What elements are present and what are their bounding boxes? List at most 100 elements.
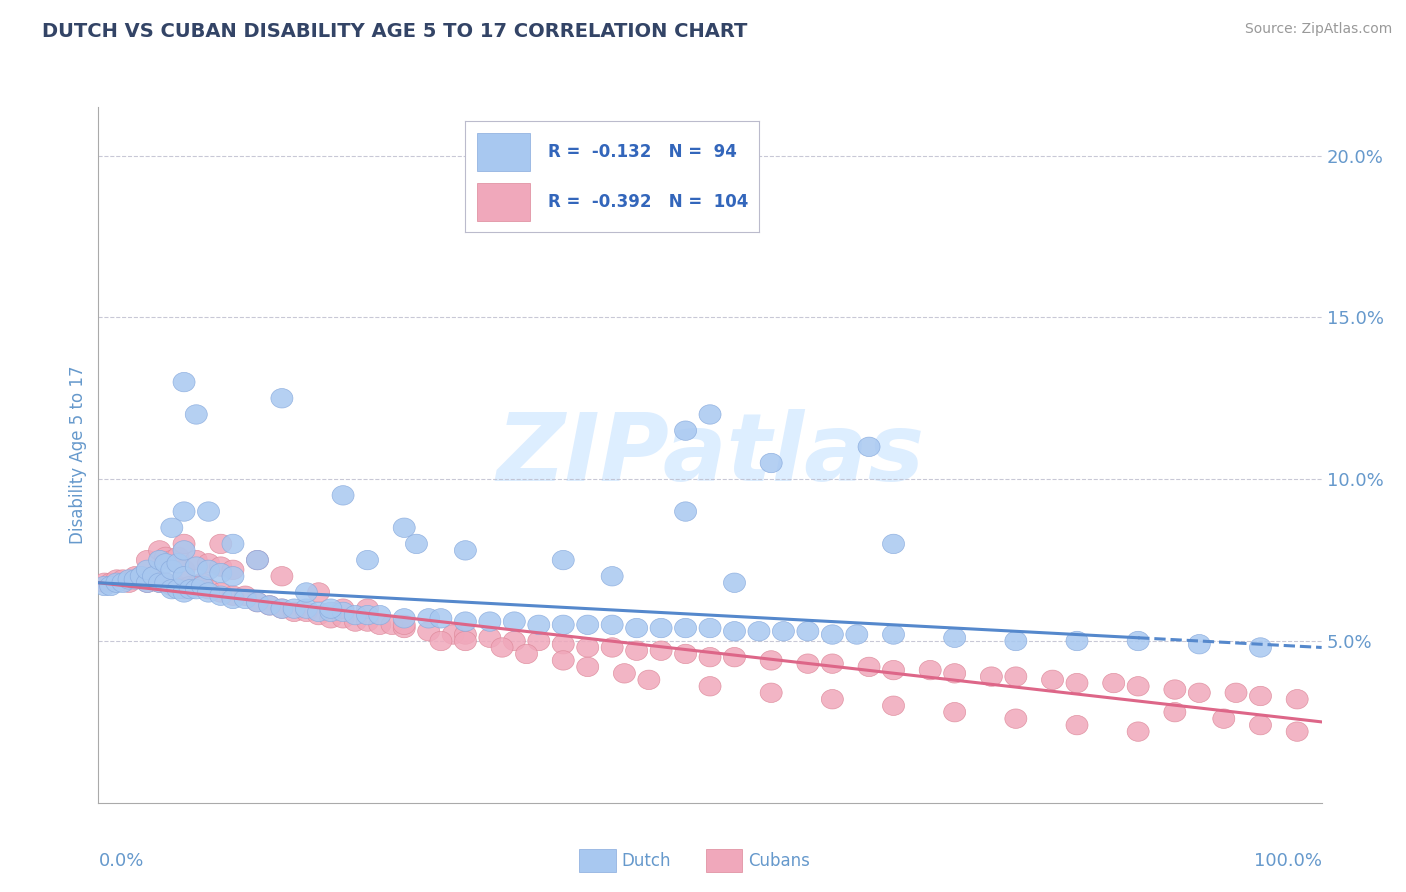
Ellipse shape bbox=[454, 632, 477, 650]
Ellipse shape bbox=[191, 573, 214, 592]
Ellipse shape bbox=[118, 570, 141, 590]
Ellipse shape bbox=[602, 638, 623, 657]
Ellipse shape bbox=[516, 644, 537, 664]
Ellipse shape bbox=[271, 566, 292, 586]
Ellipse shape bbox=[160, 576, 183, 596]
Ellipse shape bbox=[118, 573, 141, 592]
Ellipse shape bbox=[638, 670, 659, 690]
Ellipse shape bbox=[136, 573, 159, 592]
Ellipse shape bbox=[394, 608, 415, 628]
Ellipse shape bbox=[173, 580, 195, 599]
Ellipse shape bbox=[186, 576, 207, 596]
Ellipse shape bbox=[173, 372, 195, 392]
Ellipse shape bbox=[105, 570, 128, 590]
Ellipse shape bbox=[858, 657, 880, 677]
Ellipse shape bbox=[368, 606, 391, 624]
Ellipse shape bbox=[357, 599, 378, 618]
Ellipse shape bbox=[319, 608, 342, 628]
Ellipse shape bbox=[222, 534, 245, 554]
Ellipse shape bbox=[1164, 680, 1185, 699]
Ellipse shape bbox=[197, 582, 219, 602]
Ellipse shape bbox=[246, 592, 269, 612]
Ellipse shape bbox=[295, 602, 318, 622]
Ellipse shape bbox=[149, 573, 170, 592]
Ellipse shape bbox=[94, 576, 115, 596]
Ellipse shape bbox=[319, 599, 342, 618]
Ellipse shape bbox=[197, 580, 219, 599]
Ellipse shape bbox=[1286, 690, 1308, 709]
Ellipse shape bbox=[454, 612, 477, 632]
Ellipse shape bbox=[980, 667, 1002, 686]
Ellipse shape bbox=[344, 612, 367, 632]
Ellipse shape bbox=[222, 566, 245, 586]
Ellipse shape bbox=[149, 550, 170, 570]
Ellipse shape bbox=[1042, 670, 1063, 690]
Ellipse shape bbox=[527, 632, 550, 650]
Ellipse shape bbox=[626, 618, 648, 638]
Ellipse shape bbox=[479, 612, 501, 632]
Ellipse shape bbox=[308, 602, 329, 622]
Ellipse shape bbox=[259, 596, 281, 615]
Ellipse shape bbox=[186, 550, 207, 570]
Ellipse shape bbox=[357, 550, 378, 570]
Ellipse shape bbox=[943, 703, 966, 722]
Text: R =  -0.132   N =  94: R = -0.132 N = 94 bbox=[547, 143, 737, 161]
Ellipse shape bbox=[209, 564, 232, 582]
Ellipse shape bbox=[209, 582, 232, 602]
Ellipse shape bbox=[332, 602, 354, 622]
Ellipse shape bbox=[332, 599, 354, 618]
Ellipse shape bbox=[149, 573, 170, 592]
Ellipse shape bbox=[394, 615, 415, 634]
Ellipse shape bbox=[357, 606, 378, 624]
Ellipse shape bbox=[1213, 709, 1234, 729]
Ellipse shape bbox=[883, 696, 904, 715]
Ellipse shape bbox=[527, 615, 550, 634]
Ellipse shape bbox=[821, 654, 844, 673]
Ellipse shape bbox=[675, 644, 696, 664]
Ellipse shape bbox=[503, 612, 526, 632]
Ellipse shape bbox=[368, 615, 391, 634]
Text: Source: ZipAtlas.com: Source: ZipAtlas.com bbox=[1244, 22, 1392, 37]
Ellipse shape bbox=[602, 615, 623, 634]
Ellipse shape bbox=[772, 622, 794, 641]
Ellipse shape bbox=[553, 550, 574, 570]
Ellipse shape bbox=[576, 615, 599, 634]
Ellipse shape bbox=[160, 550, 183, 570]
Ellipse shape bbox=[761, 650, 782, 670]
Ellipse shape bbox=[222, 590, 245, 608]
Ellipse shape bbox=[418, 622, 440, 641]
Ellipse shape bbox=[1250, 715, 1271, 735]
Ellipse shape bbox=[724, 622, 745, 641]
Ellipse shape bbox=[1250, 638, 1271, 657]
Ellipse shape bbox=[394, 618, 415, 638]
Ellipse shape bbox=[430, 608, 451, 628]
Ellipse shape bbox=[1005, 667, 1026, 686]
Ellipse shape bbox=[1225, 683, 1247, 703]
Ellipse shape bbox=[821, 624, 844, 644]
Ellipse shape bbox=[283, 599, 305, 618]
Ellipse shape bbox=[173, 582, 195, 602]
Ellipse shape bbox=[271, 599, 292, 618]
Ellipse shape bbox=[357, 612, 378, 632]
Ellipse shape bbox=[136, 550, 159, 570]
Ellipse shape bbox=[136, 573, 159, 592]
Ellipse shape bbox=[724, 648, 745, 667]
Ellipse shape bbox=[186, 557, 207, 576]
Ellipse shape bbox=[724, 573, 745, 592]
Ellipse shape bbox=[381, 615, 404, 634]
Ellipse shape bbox=[308, 606, 329, 624]
Ellipse shape bbox=[650, 618, 672, 638]
Ellipse shape bbox=[197, 560, 219, 580]
Ellipse shape bbox=[650, 641, 672, 660]
Ellipse shape bbox=[626, 641, 648, 660]
Ellipse shape bbox=[100, 576, 122, 596]
Ellipse shape bbox=[142, 566, 165, 586]
Ellipse shape bbox=[186, 405, 207, 425]
Ellipse shape bbox=[100, 573, 122, 592]
Ellipse shape bbox=[1066, 632, 1088, 650]
Ellipse shape bbox=[222, 560, 245, 580]
Ellipse shape bbox=[131, 566, 152, 586]
Ellipse shape bbox=[1188, 683, 1211, 703]
Ellipse shape bbox=[222, 586, 245, 606]
Ellipse shape bbox=[197, 502, 219, 521]
